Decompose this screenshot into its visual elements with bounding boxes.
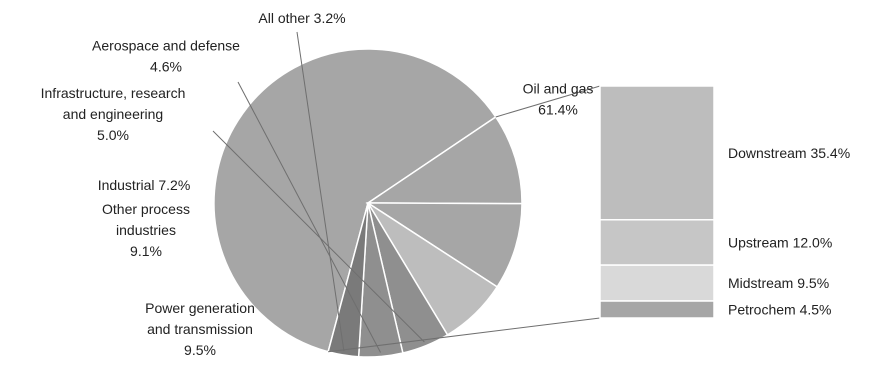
pie-slice-power-generation (365, 115, 523, 205)
breakdown-segment-midstream (599, 264, 715, 302)
slice-label-aerospace-and-defense: Aerospace and defense 4.6% (92, 38, 240, 75)
breakdown-segment-petrochem (599, 300, 715, 319)
pie-slice-oil-and-gas (213, 48, 497, 353)
pie (213, 48, 523, 358)
breakdown-label-midstream: Midstream 9.5% (728, 275, 829, 291)
connector-line-bottom (328, 317, 601, 353)
breakdown-segment-downstream (599, 85, 715, 221)
labels: Oil and gas 61.4% Power generation and tran… (41, 10, 851, 358)
breakdown-label-downstream: Downstream 35.4% (728, 145, 850, 161)
slice-label-all-other-3-2: All other 3.2% (258, 10, 345, 26)
breakdown-label-petrochem: Petrochem 4.5% (728, 302, 832, 318)
leader-line-infrastructure-research (212, 130, 425, 343)
slice-label-power-generation: Power generation and transmission 9.5% (145, 300, 255, 358)
slice-label-infrastructure-research: Infrastructure, research and engineering 5… (41, 85, 186, 143)
connector-lines (328, 85, 601, 353)
slice-label-other-process: Other process industries 9.1% (102, 201, 190, 259)
slice-label-industrial-7-2: Industrial 7.2% (98, 177, 191, 193)
slice-label-oil-and-gas: Oil and gas 61.4% (523, 81, 594, 118)
leader-line-all-other-3-2 (296, 31, 345, 352)
breakdown-label-upstream: Upstream 12.0% (728, 234, 832, 250)
breakdown-bar (599, 85, 715, 319)
connector-line-top (495, 85, 601, 118)
breakdown-segment-upstream (599, 219, 715, 266)
leader-line-aerospace-and-defense (237, 81, 381, 353)
pie-slice-other-process (365, 202, 523, 288)
